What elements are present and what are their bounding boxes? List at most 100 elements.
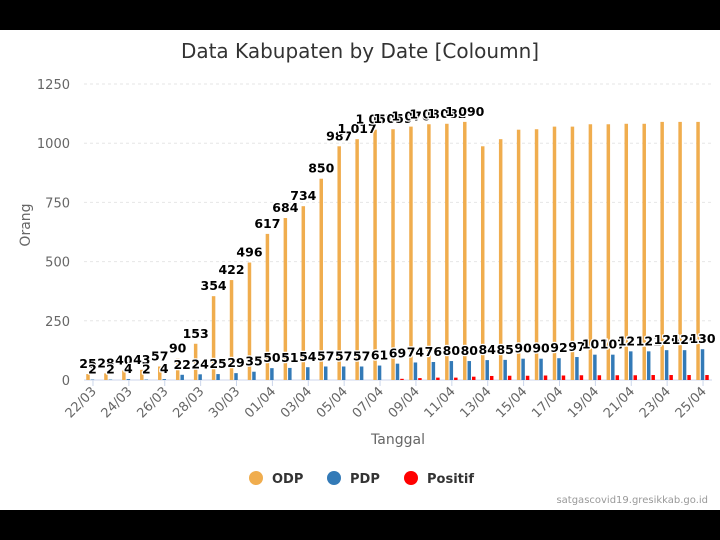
positif-bar[interactable] xyxy=(543,375,548,380)
pdp-bar[interactable] xyxy=(359,366,364,380)
odp-bar[interactable] xyxy=(158,366,162,380)
positif-bar[interactable] xyxy=(633,375,637,380)
pdp-data-label: 57 xyxy=(353,349,370,364)
odp-bar[interactable] xyxy=(678,121,682,380)
credit-text: satgascovid19.gresikkab.go.id xyxy=(556,495,708,506)
pdp-bar[interactable] xyxy=(216,374,220,380)
odp-bar[interactable] xyxy=(463,121,467,380)
pdp-bar[interactable] xyxy=(341,366,346,380)
pdp-bar[interactable] xyxy=(467,361,472,380)
pdp-data-label: 76 xyxy=(425,344,443,359)
odp-bar[interactable] xyxy=(588,124,593,380)
positif-bar[interactable] xyxy=(418,378,422,380)
pdp-bar[interactable] xyxy=(306,367,310,380)
pdp-bar[interactable] xyxy=(611,354,615,380)
pdp-bar[interactable] xyxy=(413,362,418,380)
positif-bar[interactable] xyxy=(579,375,584,380)
odp-bar[interactable] xyxy=(283,218,288,380)
odp-bar[interactable] xyxy=(373,129,377,380)
positif-bar[interactable] xyxy=(400,378,404,380)
odp-data-label: 1 057 xyxy=(355,112,394,127)
pdp-bar[interactable] xyxy=(539,358,543,380)
pdp-bar[interactable] xyxy=(377,365,382,380)
positif-bar[interactable] xyxy=(436,377,440,380)
pdp-bar[interactable] xyxy=(198,374,202,380)
odp-bar[interactable] xyxy=(642,123,646,380)
pdp-bar[interactable] xyxy=(395,363,400,380)
odp-bar[interactable] xyxy=(427,124,431,380)
pdp-bar[interactable] xyxy=(646,351,651,380)
pdp-bar[interactable] xyxy=(521,358,525,380)
odp-bar[interactable] xyxy=(319,178,323,380)
legend-item-pdp[interactable]: PDP xyxy=(327,471,380,487)
positif-bar[interactable] xyxy=(489,375,494,380)
pdp-data-label: 25 xyxy=(209,356,226,371)
pdp-bar[interactable] xyxy=(252,371,256,380)
positif-bar[interactable] xyxy=(454,377,458,380)
odp-bar[interactable] xyxy=(355,139,359,380)
positif-bar[interactable] xyxy=(561,375,566,380)
odp-bar[interactable] xyxy=(570,126,575,381)
pdp-bar[interactable] xyxy=(449,361,454,380)
pdp-data-label: 84 xyxy=(479,342,497,357)
positif-bar[interactable] xyxy=(472,376,476,380)
odp-bar[interactable] xyxy=(229,280,234,380)
pdp-bar[interactable] xyxy=(485,360,489,380)
pdp-data-label: 74 xyxy=(407,344,425,359)
positif-bar[interactable] xyxy=(525,375,530,380)
positif-bar[interactable] xyxy=(597,375,602,380)
x-tick-label: 05/04 xyxy=(314,384,351,421)
pdp-bar[interactable] xyxy=(629,351,633,380)
odp-bar[interactable] xyxy=(534,129,539,380)
odp-bar[interactable] xyxy=(211,296,216,380)
x-tick-label: 21/04 xyxy=(601,384,638,421)
odp-bar[interactable] xyxy=(391,129,395,380)
odp-bar[interactable] xyxy=(409,126,413,381)
odp-bar[interactable] xyxy=(122,370,126,380)
pdp-bar[interactable] xyxy=(126,379,131,380)
odp-bar[interactable] xyxy=(265,233,270,380)
odp-bar[interactable] xyxy=(660,121,664,380)
odp-bar[interactable] xyxy=(696,121,700,380)
pdp-bar[interactable] xyxy=(431,362,436,380)
odp-bar[interactable] xyxy=(552,126,557,381)
pdp-bar[interactable] xyxy=(270,368,274,380)
positif-bar[interactable] xyxy=(669,375,673,380)
odp-bar[interactable] xyxy=(624,123,629,380)
pdp-bar[interactable] xyxy=(593,354,597,380)
pdp-bar[interactable] xyxy=(288,367,292,380)
pdp-bar[interactable] xyxy=(575,357,579,380)
odp-bar[interactable] xyxy=(337,146,341,380)
positif-bar[interactable] xyxy=(615,375,620,380)
odp-bar[interactable] xyxy=(445,123,449,380)
odp-bar[interactable] xyxy=(247,262,252,380)
pdp-bar[interactable] xyxy=(557,358,561,380)
pdp-bar[interactable] xyxy=(162,379,166,380)
legend-item-odp[interactable]: ODP xyxy=(249,471,303,487)
odp-bar[interactable] xyxy=(498,139,503,380)
pdp-bar[interactable] xyxy=(234,373,238,380)
positif-bar[interactable] xyxy=(687,375,691,380)
pdp-data-label: 90 xyxy=(532,341,550,356)
pdp-bar[interactable] xyxy=(664,350,669,380)
pdp-bar[interactable] xyxy=(700,349,705,380)
pdp-data-label: 24 xyxy=(191,356,209,371)
pdp-bar[interactable] xyxy=(682,350,687,380)
positif-bar[interactable] xyxy=(651,375,655,380)
positif-bar[interactable] xyxy=(507,375,512,380)
odp-bar[interactable] xyxy=(86,374,90,380)
y-tick-label: 250 xyxy=(45,315,70,330)
odp-bar[interactable] xyxy=(516,129,521,380)
pdp-bar[interactable] xyxy=(180,374,184,380)
legend-item-positif[interactable]: Positif xyxy=(404,471,474,487)
odp-bar[interactable] xyxy=(175,358,180,380)
pdp-bar[interactable] xyxy=(323,366,328,380)
odp-bar[interactable] xyxy=(606,124,611,380)
pdp-bar[interactable] xyxy=(503,359,507,380)
odp-bar[interactable] xyxy=(193,343,198,380)
positif-bar[interactable] xyxy=(705,375,709,380)
odp-bar[interactable] xyxy=(301,206,306,380)
odp-bar[interactable] xyxy=(140,369,144,380)
odp-bar[interactable] xyxy=(104,373,108,380)
odp-bar[interactable] xyxy=(480,146,485,380)
